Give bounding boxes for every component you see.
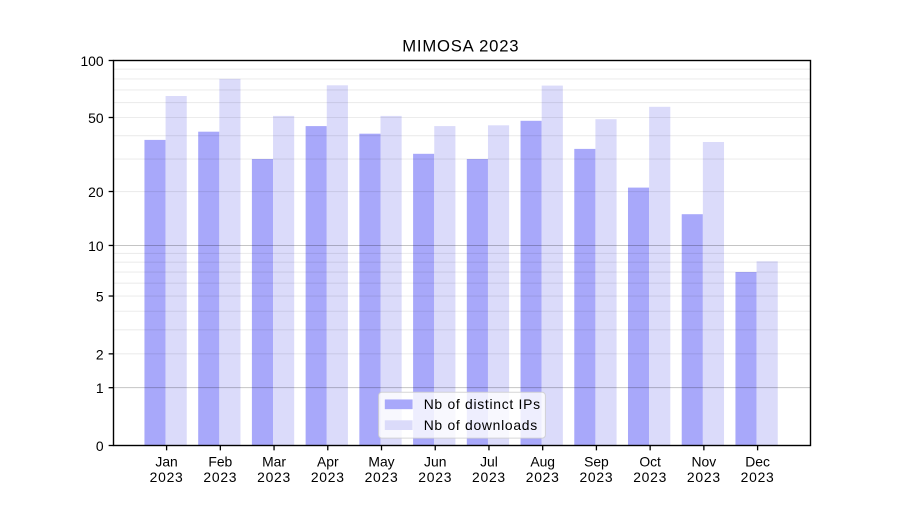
svg-text:2023: 2023 xyxy=(526,469,560,485)
svg-text:2023: 2023 xyxy=(311,469,345,485)
svg-text:100: 100 xyxy=(80,53,103,69)
svg-text:2023: 2023 xyxy=(418,469,452,485)
svg-text:Aug: Aug xyxy=(530,453,555,469)
svg-text:Apr: Apr xyxy=(317,453,339,469)
svg-text:Sep: Sep xyxy=(584,453,609,469)
svg-text:Nb of distinct IPs: Nb of distinct IPs xyxy=(424,396,541,412)
svg-text:2023: 2023 xyxy=(687,469,721,485)
svg-text:0: 0 xyxy=(96,438,104,454)
svg-text:20: 20 xyxy=(88,184,104,200)
svg-text:2: 2 xyxy=(96,346,104,362)
svg-text:Feb: Feb xyxy=(208,453,232,469)
svg-text:2023: 2023 xyxy=(365,469,399,485)
svg-text:2023: 2023 xyxy=(633,469,667,485)
svg-text:Nov: Nov xyxy=(692,453,717,469)
svg-text:50: 50 xyxy=(88,110,104,126)
svg-text:10: 10 xyxy=(88,238,104,254)
svg-text:Jun: Jun xyxy=(424,453,446,469)
svg-text:2023: 2023 xyxy=(203,469,237,485)
svg-text:2023: 2023 xyxy=(741,469,775,485)
svg-text:2023: 2023 xyxy=(579,469,613,485)
svg-text:2023: 2023 xyxy=(150,469,184,485)
svg-text:May: May xyxy=(368,453,394,469)
svg-text:2023: 2023 xyxy=(472,469,506,485)
svg-text:Dec: Dec xyxy=(745,453,770,469)
svg-text:2023: 2023 xyxy=(257,469,291,485)
svg-text:Jul: Jul xyxy=(480,453,498,469)
svg-text:1: 1 xyxy=(96,380,104,396)
svg-text:Oct: Oct xyxy=(639,453,661,469)
svg-text:Mar: Mar xyxy=(262,453,286,469)
svg-text:5: 5 xyxy=(96,289,104,305)
svg-text:MIMOSA 2023: MIMOSA 2023 xyxy=(402,36,519,55)
svg-text:Jan: Jan xyxy=(155,453,177,469)
svg-text:Nb of downloads: Nb of downloads xyxy=(424,417,538,433)
